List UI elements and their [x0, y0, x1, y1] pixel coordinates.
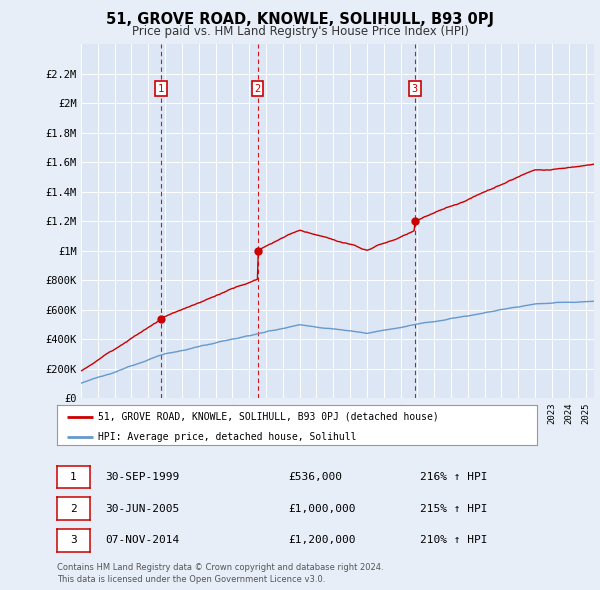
Text: 3: 3: [412, 84, 418, 93]
Text: 30-SEP-1999: 30-SEP-1999: [105, 472, 179, 481]
Text: 210% ↑ HPI: 210% ↑ HPI: [420, 536, 487, 545]
Text: £1,200,000: £1,200,000: [288, 536, 355, 545]
Text: 215% ↑ HPI: 215% ↑ HPI: [420, 504, 487, 513]
Text: 2: 2: [254, 84, 261, 93]
Text: 07-NOV-2014: 07-NOV-2014: [105, 536, 179, 545]
Text: HPI: Average price, detached house, Solihull: HPI: Average price, detached house, Soli…: [98, 432, 356, 442]
Text: 216% ↑ HPI: 216% ↑ HPI: [420, 472, 487, 481]
Text: 3: 3: [70, 536, 77, 545]
Text: 30-JUN-2005: 30-JUN-2005: [105, 504, 179, 513]
Text: Price paid vs. HM Land Registry's House Price Index (HPI): Price paid vs. HM Land Registry's House …: [131, 25, 469, 38]
Text: 51, GROVE ROAD, KNOWLE, SOLIHULL, B93 0PJ: 51, GROVE ROAD, KNOWLE, SOLIHULL, B93 0P…: [106, 12, 494, 27]
Text: £1,000,000: £1,000,000: [288, 504, 355, 513]
Text: Contains HM Land Registry data © Crown copyright and database right 2024.
This d: Contains HM Land Registry data © Crown c…: [57, 563, 383, 584]
Text: 1: 1: [158, 84, 164, 93]
Text: £536,000: £536,000: [288, 472, 342, 481]
Text: 2: 2: [70, 504, 77, 513]
Text: 1: 1: [70, 472, 77, 481]
Text: 51, GROVE ROAD, KNOWLE, SOLIHULL, B93 0PJ (detached house): 51, GROVE ROAD, KNOWLE, SOLIHULL, B93 0P…: [98, 412, 439, 422]
